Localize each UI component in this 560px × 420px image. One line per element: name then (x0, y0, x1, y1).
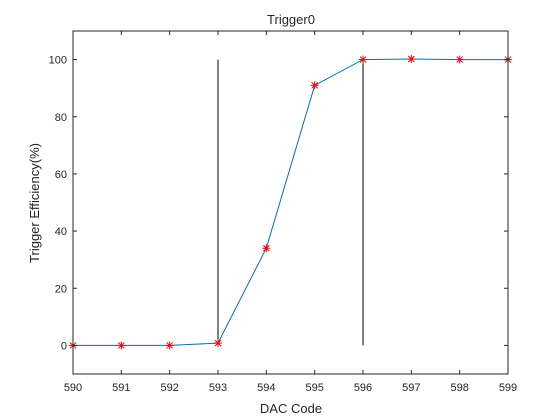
y-tick-label: 60 (55, 169, 67, 181)
chart-title: Trigger0 (267, 12, 315, 27)
x-tick-label: 592 (160, 382, 178, 394)
x-tick-label: 591 (112, 382, 130, 394)
y-tick-label: 100 (49, 55, 67, 67)
x-tick-label: 598 (450, 382, 468, 394)
y-tick-label: 0 (61, 340, 67, 352)
x-tick-label: 599 (499, 382, 517, 394)
y-tick-label: 20 (55, 283, 67, 295)
x-tick-label: 590 (64, 382, 82, 394)
x-axis-ticks: 590 591 592 593 594 595 596 597 598 599 (64, 31, 517, 394)
data-point-marker (262, 244, 271, 253)
data-point-marker (165, 341, 174, 350)
data-point-marker (407, 55, 416, 64)
x-tick-label: 595 (305, 382, 323, 394)
y-axis-label: Trigger Efficiency(%) (27, 143, 42, 263)
y-tick-label: 40 (55, 226, 67, 238)
y-axis-ticks: 0 20 40 60 80 100 (49, 55, 508, 352)
data-point-marker (359, 55, 367, 64)
plot-area (73, 31, 508, 374)
series-line (73, 58, 508, 346)
reference-lines (217, 59, 364, 346)
x-tick-label: 596 (354, 382, 372, 394)
data-point-marker (310, 81, 319, 90)
x-axis-label: DAC Code (260, 401, 322, 416)
data-point-marker (214, 339, 222, 348)
x-tick-label: 594 (257, 382, 275, 394)
data-point-marker (455, 55, 464, 64)
x-tick-label: 597 (402, 382, 420, 394)
x-tick-label: 593 (209, 382, 227, 394)
y-tick-label: 80 (55, 112, 67, 124)
series-layer (69, 55, 512, 350)
data-point-marker (117, 341, 126, 350)
axes-box (72, 30, 509, 375)
